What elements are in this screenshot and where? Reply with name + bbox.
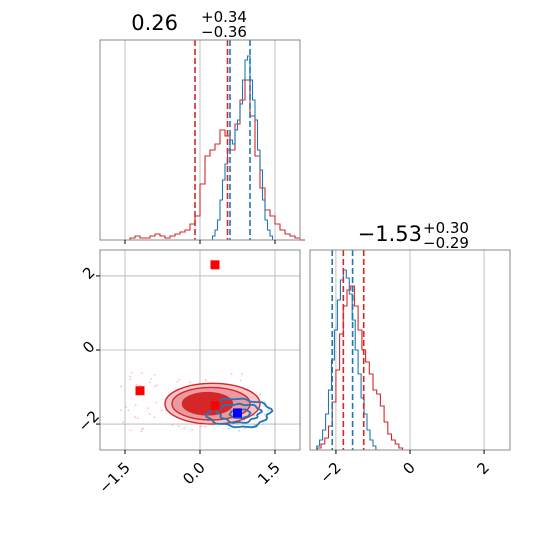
histogram-red-param1 bbox=[100, 79, 305, 241]
tick-label-x-param2: 0 bbox=[399, 459, 418, 478]
tick-label-x-param1: 0.0 bbox=[179, 459, 209, 489]
sample-point bbox=[135, 383, 138, 386]
density-contour-red bbox=[181, 391, 234, 416]
sample-point bbox=[139, 384, 141, 387]
marker-red-square bbox=[210, 401, 220, 411]
sample-point bbox=[178, 378, 181, 381]
sample-point bbox=[149, 413, 151, 415]
title-param1-plus: +0.34 bbox=[201, 8, 247, 26]
sample-point bbox=[141, 372, 144, 374]
histogram-param2-panel bbox=[309, 249, 511, 451]
sample-point bbox=[238, 429, 241, 432]
sample-point bbox=[153, 373, 156, 376]
sample-point bbox=[243, 427, 246, 430]
joint-density-panel bbox=[99, 249, 301, 451]
sample-point bbox=[125, 406, 128, 408]
tick-label-x-param1: −1.5 bbox=[95, 459, 133, 497]
histogram-param1-panel bbox=[99, 39, 305, 241]
sample-point bbox=[188, 381, 191, 384]
title-param2-plus: +0.30 bbox=[423, 219, 469, 237]
sample-point bbox=[253, 414, 256, 417]
tick-label-y-param2: 2 bbox=[79, 263, 98, 282]
sample-point bbox=[129, 375, 132, 378]
sample-point bbox=[177, 425, 180, 428]
tick-label-x-param2: 2 bbox=[473, 459, 492, 478]
sample-point bbox=[171, 424, 174, 426]
marker-red-square bbox=[210, 260, 220, 270]
sample-point bbox=[254, 423, 257, 426]
joint-density-content bbox=[120, 260, 274, 433]
histogram-red-param2 bbox=[313, 285, 407, 451]
sample-point bbox=[154, 385, 157, 387]
title-param2: −1.53 +0.30 −0.29 bbox=[358, 219, 469, 252]
title-param1-minus: −0.36 bbox=[201, 23, 247, 41]
sample-point bbox=[130, 371, 133, 374]
sample-point bbox=[127, 409, 130, 412]
sample-point bbox=[147, 407, 149, 410]
tick-labels: −1.5 0.0 1.5 −2 −2 0 0 2 2 bbox=[75, 240, 493, 497]
sample-point bbox=[150, 378, 152, 380]
tick-label-y-param2: −2 bbox=[75, 407, 103, 435]
title-param2-median: −1.53 bbox=[358, 222, 422, 246]
sample-point bbox=[261, 423, 264, 426]
title-param2-minus: −0.29 bbox=[423, 234, 469, 252]
sample-point bbox=[200, 425, 203, 428]
title-param1: 0.26 +0.34 −0.36 bbox=[131, 8, 247, 41]
histogram-blue-param1 bbox=[210, 55, 275, 241]
sample-point bbox=[141, 428, 143, 431]
sample-point bbox=[155, 401, 158, 404]
tick-label-x-param2: −2 bbox=[316, 459, 344, 487]
sample-point bbox=[120, 409, 122, 412]
sample-point bbox=[161, 409, 163, 412]
marker-blue-square bbox=[233, 408, 242, 418]
sample-point bbox=[263, 401, 266, 403]
sample-point bbox=[129, 378, 132, 381]
sample-point bbox=[183, 427, 186, 430]
sample-point bbox=[263, 413, 266, 416]
tick-label-y-param2: 0 bbox=[79, 337, 98, 356]
sample-point bbox=[134, 416, 136, 418]
density-contour-blue bbox=[228, 408, 252, 420]
sample-point bbox=[267, 409, 270, 412]
sample-point bbox=[204, 426, 207, 428]
marker-red-square bbox=[135, 386, 145, 396]
sample-point bbox=[134, 404, 137, 407]
sample-point bbox=[122, 421, 125, 424]
sample-point bbox=[239, 379, 242, 382]
tick-label-x-param1: 1.5 bbox=[254, 459, 284, 489]
sample-point bbox=[120, 385, 122, 388]
sample-point bbox=[164, 409, 167, 412]
sample-point bbox=[156, 384, 158, 387]
sample-point bbox=[176, 380, 178, 383]
sample-point bbox=[241, 373, 243, 375]
sample-point bbox=[259, 393, 262, 396]
histogram-blue-param2 bbox=[313, 269, 379, 451]
sample-point bbox=[227, 427, 230, 430]
title-param1-median: 0.26 bbox=[131, 11, 178, 35]
sample-point bbox=[204, 379, 207, 381]
density-contour-blue bbox=[215, 402, 263, 424]
sample-point bbox=[243, 419, 246, 422]
sample-point bbox=[129, 429, 132, 432]
sample-point bbox=[136, 417, 139, 420]
density-contour-blue bbox=[204, 397, 274, 429]
sample-point bbox=[191, 429, 193, 431]
sample-point bbox=[148, 381, 151, 384]
sample-point bbox=[230, 373, 233, 375]
sample-point bbox=[140, 430, 143, 433]
sample-point bbox=[153, 416, 156, 419]
